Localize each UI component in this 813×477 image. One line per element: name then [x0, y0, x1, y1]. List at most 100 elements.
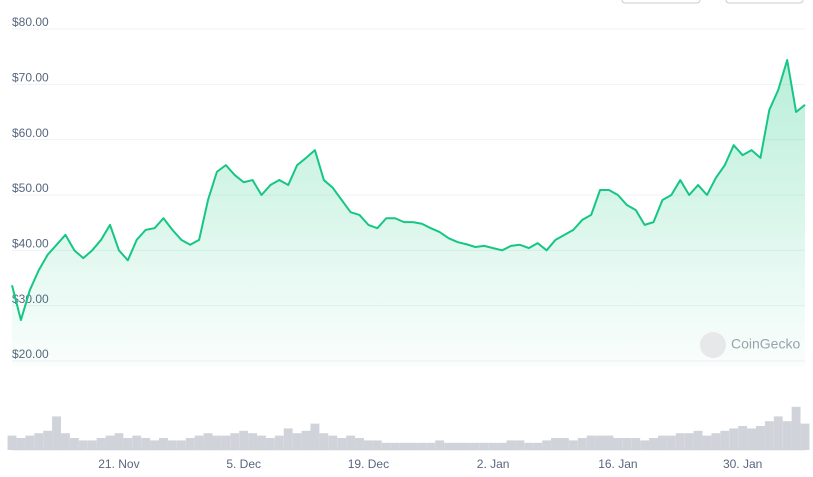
volume-bar [372, 440, 382, 450]
volume-bar [693, 430, 703, 450]
volume-bar [123, 438, 133, 450]
volume-bar [479, 442, 489, 450]
volume-bar [533, 442, 543, 450]
volume-bar [444, 442, 454, 450]
volume-bar [604, 435, 614, 450]
volume-bar [488, 442, 498, 450]
x-tick-label: 30. Jan [723, 457, 762, 471]
volume-bar [230, 433, 240, 450]
volume-bar [657, 435, 667, 450]
volume-bar [239, 430, 249, 450]
volume-bar [212, 435, 222, 450]
volume-bar [221, 435, 231, 450]
volume-bar [417, 442, 427, 450]
volume-bar [408, 442, 418, 450]
volume-bar [328, 435, 338, 450]
price-area [12, 59, 805, 368]
volume-bar [622, 438, 632, 450]
volume-bar [52, 416, 62, 450]
volume-bar [497, 442, 507, 450]
volume-bar [515, 440, 525, 450]
y-tick-label: $60.00 [12, 126, 49, 140]
volume-bar [292, 433, 302, 450]
volume-bar [248, 433, 258, 450]
volume-bar [426, 442, 436, 450]
volume-bar [34, 433, 44, 450]
volume-bar [176, 440, 186, 450]
volume-bar [577, 438, 587, 450]
volume-bar [738, 426, 748, 450]
watermark: CoinGecko [700, 332, 800, 358]
volume-bar [310, 423, 320, 450]
volume-bar [283, 428, 293, 450]
volume-bar [747, 428, 756, 450]
volume-bar [355, 438, 364, 450]
x-tick-label: 21. Nov [98, 457, 139, 471]
x-tick-label: 19. Dec [348, 457, 389, 471]
y-tick-label: $80.00 [12, 15, 49, 29]
y-tick-label: $40.00 [12, 237, 49, 251]
volume-bar [43, 430, 53, 450]
volume-bar [586, 435, 596, 450]
volume-bar [337, 438, 347, 450]
volume-bar [363, 440, 373, 450]
watermark-logo [700, 332, 726, 358]
volume-bar [684, 433, 694, 450]
volume-bar [399, 442, 409, 450]
volume-bar [559, 438, 569, 450]
volume-bar [61, 433, 70, 450]
volume-bar [159, 438, 168, 450]
volume-bar [470, 442, 480, 450]
volume-bar [755, 426, 765, 450]
volume-bar [69, 438, 79, 450]
volume-bar [720, 430, 730, 450]
volume-bar [800, 423, 810, 450]
price-line [11, 58, 806, 322]
volume-bar [78, 440, 88, 450]
volume-bar [141, 438, 151, 450]
volume-bar [150, 440, 160, 450]
volume-bar [542, 440, 552, 450]
volume-bar [381, 442, 391, 450]
volume-bar [301, 430, 311, 450]
range-button[interactable] [621, 0, 701, 4]
volume-bar [203, 433, 213, 450]
volume-bar [782, 421, 792, 450]
volume-bar [640, 440, 650, 450]
volume-bar [666, 435, 676, 450]
volume-bar [274, 435, 284, 450]
volume-bar [16, 438, 26, 450]
volume-bar [551, 438, 560, 450]
volume-bar [764, 421, 774, 450]
volume-bar [114, 433, 124, 450]
volume-bar [568, 440, 578, 450]
volume-bar [702, 435, 712, 450]
volume-bar [390, 442, 400, 450]
volume-bar [791, 406, 801, 450]
volume-bar [729, 428, 739, 450]
x-tick-label: 16. Jan [598, 457, 637, 471]
x-tick-label: 2. Jan [477, 457, 510, 471]
volume-bar [773, 416, 783, 450]
volume-bar [132, 435, 142, 450]
volume-bar [87, 440, 97, 450]
volume-bar [319, 433, 329, 450]
volume-bar [257, 435, 266, 450]
volume-bar [167, 440, 177, 450]
volume-bar [613, 438, 623, 450]
y-tick-label: $70.00 [12, 71, 49, 85]
volume-bar [265, 438, 275, 450]
volume-bar [506, 440, 516, 450]
volume-bar [461, 442, 471, 450]
volume-bar [25, 435, 35, 450]
volume-bar [7, 435, 17, 450]
x-tick-label: 5. Dec [226, 457, 261, 471]
volume-bar [435, 440, 445, 450]
volume-bar [194, 435, 204, 450]
volume-bar [346, 435, 356, 450]
range-button[interactable] [725, 0, 804, 4]
volume-bar [649, 438, 658, 450]
y-tick-label: $50.00 [12, 181, 49, 195]
watermark-text: CoinGecko [731, 336, 800, 352]
